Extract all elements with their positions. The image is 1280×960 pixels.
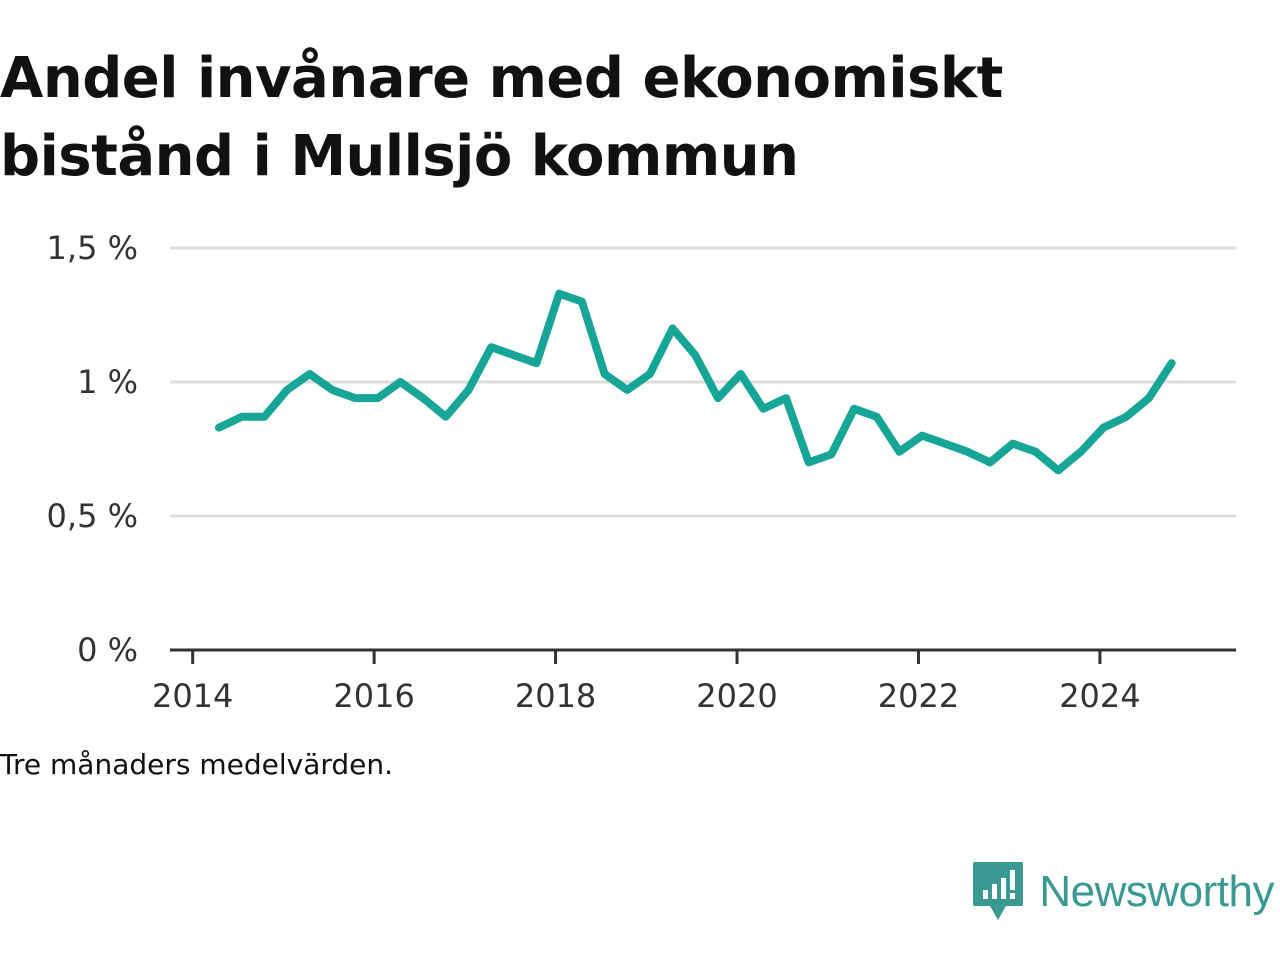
x-tick-label: 2018 [515, 677, 596, 715]
brand-name: Newsworthy [1039, 867, 1274, 916]
y-axis-labels: 0 % 0,5 % 1 % 1,5 % [47, 229, 138, 669]
gridlines [170, 246, 1236, 518]
y-tick-label: 1 % [77, 363, 138, 401]
chart-title-line-1: Andel invånare med ekonomiskt [0, 46, 1003, 111]
newsworthy-logo-icon [973, 862, 1024, 920]
line-chart: 0 % 0,5 % 1 % 1,5 % 2014 2016 2018 2020 2022 202… [47, 229, 1236, 715]
brand: Newsworthy [973, 862, 1274, 922]
series-line-0 [215, 289, 1176, 475]
x-tick-label: 2024 [1059, 677, 1140, 715]
y-tick-label: 1,5 % [47, 229, 138, 267]
x-tick-label: 2016 [333, 677, 414, 715]
x-tick-label: 2022 [878, 677, 959, 715]
x-axis: 2014 2016 2018 2020 2022 2024 [152, 648, 1236, 715]
x-tick-label: 2020 [696, 677, 777, 715]
y-tick-label: 0 % [77, 631, 138, 669]
series-layer [215, 289, 1176, 475]
chart-title: Andel invånare med ekonomiskt bistånd i … [0, 40, 1260, 196]
chart-title-line-2: bistånd i Mullsjö kommun [0, 124, 799, 189]
y-tick-label: 0,5 % [47, 497, 138, 535]
chart-caption: Tre månaders medelvärden. [0, 748, 394, 781]
x-tick-label: 2014 [152, 677, 233, 715]
